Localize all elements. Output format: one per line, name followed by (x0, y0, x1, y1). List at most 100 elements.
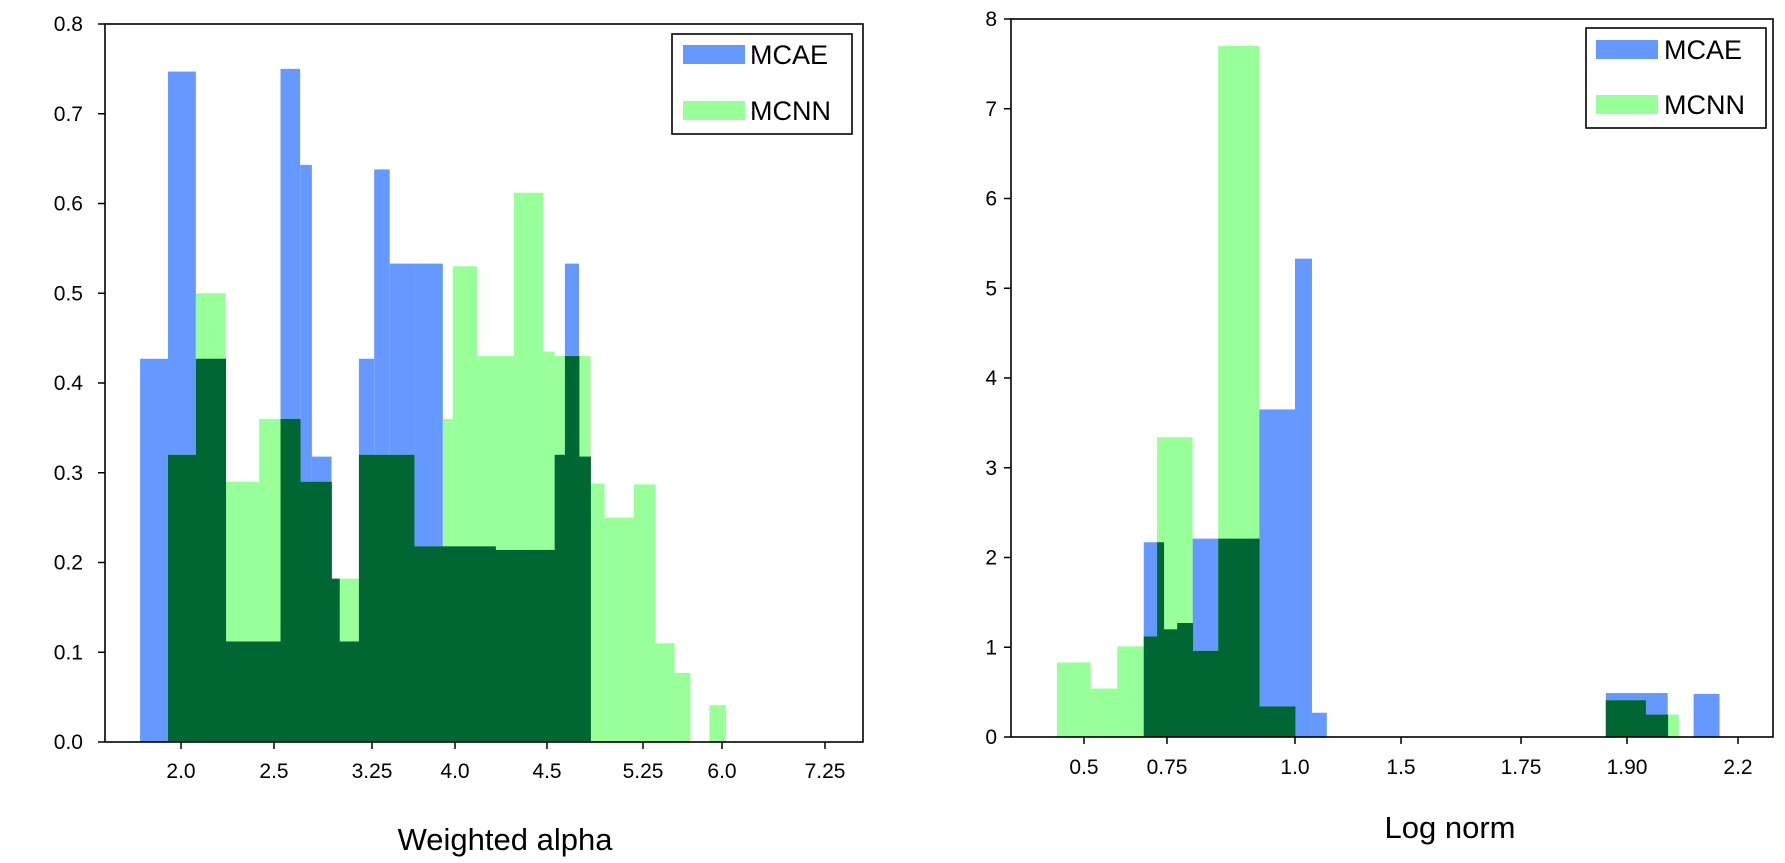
legend-swatch-mcnn (683, 101, 745, 120)
x-axis-title: Weighted alpha (398, 822, 614, 857)
bar-overlap (300, 481, 313, 742)
bar-mcnn (709, 705, 727, 742)
bar-overlap (1177, 623, 1193, 737)
bar-overlap (1192, 650, 1219, 737)
bar-mcnn (1090, 688, 1118, 737)
bar-overlap (495, 549, 515, 742)
bar-overlap (259, 641, 281, 742)
y-tick-label: 2 (985, 547, 997, 570)
x-tick-label: 1.75 (1501, 756, 1542, 779)
x-tick-label: 4.0 (440, 760, 469, 783)
bar-overlap (452, 546, 478, 742)
x-tick-label: 1.5 (1386, 756, 1415, 779)
y-tick-label: 0.5 (54, 282, 83, 305)
y-tick-label: 0.6 (54, 193, 83, 216)
legend-label-mcae: MCAE (750, 40, 828, 70)
x-tick-label: 0.75 (1147, 756, 1188, 779)
x-axis-title: Log norm (1385, 810, 1516, 845)
bar-mcnn (1117, 646, 1144, 737)
x-tick-label: 7.25 (805, 760, 846, 783)
y-tick-label: 5 (985, 277, 997, 300)
bar-overlap (311, 481, 332, 742)
x-tick-label: 4.5 (532, 760, 561, 783)
histogram-bars (140, 68, 727, 743)
x-tick-label: 2.2 (1723, 756, 1752, 779)
y-tick-label: 0.7 (54, 103, 83, 126)
y-tick-label: 0 (985, 726, 997, 749)
y-axis-ticks: 0 1 2 3 4 5 6 7 8 (985, 8, 1011, 749)
x-tick-label: 2.5 (259, 760, 288, 783)
y-tick-label: 8 (985, 8, 997, 31)
bar-overlap (167, 454, 197, 742)
bar-mcnn (655, 643, 675, 742)
bar-overlap (195, 358, 227, 742)
bar-overlap (442, 546, 454, 742)
y-tick-label: 0.8 (54, 13, 83, 36)
bar-overlap (389, 454, 415, 742)
bar-mcnn (634, 484, 656, 742)
y-tick-label: 1 (985, 636, 997, 659)
y-tick-label: 3 (985, 457, 997, 480)
bar-mcnn (674, 672, 691, 742)
x-axis-ticks: 0.5 0.75 1.0 1.5 1.75 1.90 2.2 (1069, 737, 1753, 779)
y-tick-label: 0.4 (54, 372, 84, 395)
legend: MCAE MCNN (671, 33, 853, 135)
bar-overlap (358, 454, 375, 742)
x-tick-label: 1.90 (1607, 756, 1648, 779)
bar-overlap (280, 418, 301, 742)
bar-overlap (1163, 629, 1178, 737)
legend-label-mcnn: MCNN (1664, 90, 1745, 120)
bar-overlap (1143, 636, 1158, 737)
bar-overlap (554, 454, 566, 742)
x-tick-label: 6.0 (707, 760, 736, 783)
bar-mcae (140, 358, 168, 742)
panel-weighted-alpha: 0.0 0.1 0.2 0.3 0.4 0.5 0.6 0.7 0.8 2.0 2.5 3.25 4.… (54, 13, 864, 857)
y-tick-label: 0.1 (54, 641, 83, 664)
bar-overlap (1157, 542, 1165, 737)
bar-mcnn (1667, 714, 1679, 737)
bar-overlap (1605, 700, 1646, 737)
legend: MCAE MCNN (1585, 27, 1767, 129)
y-tick-label: 4 (985, 367, 997, 390)
bar-mcnn (543, 351, 555, 742)
x-tick-label: 3.25 (352, 760, 393, 783)
y-tick-label: 0.2 (54, 552, 83, 575)
x-tick-label: 1.0 (1280, 756, 1309, 779)
bar-overlap (564, 356, 580, 742)
legend-label-mcnn: MCNN (750, 96, 831, 126)
bar-overlap (579, 456, 591, 742)
y-tick-label: 6 (985, 188, 997, 211)
bar-mcae (1311, 712, 1327, 737)
bar-mcae (300, 164, 312, 743)
legend-label-mcae: MCAE (1664, 35, 1742, 65)
bar-overlap (477, 546, 496, 742)
bar-overlap (331, 578, 340, 742)
bar-overlap (414, 546, 444, 742)
legend-swatch-mcae (1596, 40, 1658, 59)
y-axis-ticks: 0.0 0.1 0.2 0.3 0.4 0.5 0.6 0.7 0.8 (54, 13, 105, 754)
bar-mcae (1259, 409, 1295, 737)
histogram-bars (1057, 45, 1720, 738)
bar-mcnn (604, 517, 635, 742)
bar-overlap (339, 641, 360, 742)
x-tick-label: 5.25 (623, 760, 664, 783)
bar-overlap (1218, 538, 1260, 737)
bar-overlap (1259, 706, 1296, 737)
x-axis-ticks: 2.0 2.5 3.25 4.0 4.5 5.25 6.0 7.25 (166, 742, 845, 783)
bar-overlap (374, 454, 391, 742)
bar-overlap (513, 549, 544, 742)
legend-swatch-mcae (683, 45, 745, 64)
bar-overlap (225, 641, 260, 742)
y-tick-label: 0.0 (54, 731, 83, 754)
x-tick-label: 2.0 (166, 760, 195, 783)
bar-mcnn (590, 483, 605, 742)
bar-overlap (543, 549, 556, 742)
bar-mcae (1295, 258, 1312, 737)
x-tick-label: 0.5 (1069, 756, 1098, 779)
bar-mcnn (1057, 662, 1091, 737)
bar-overlap (1645, 714, 1669, 737)
bar-mcae (1693, 693, 1720, 737)
y-tick-label: 0.3 (54, 462, 83, 485)
legend-swatch-mcnn (1596, 95, 1658, 114)
